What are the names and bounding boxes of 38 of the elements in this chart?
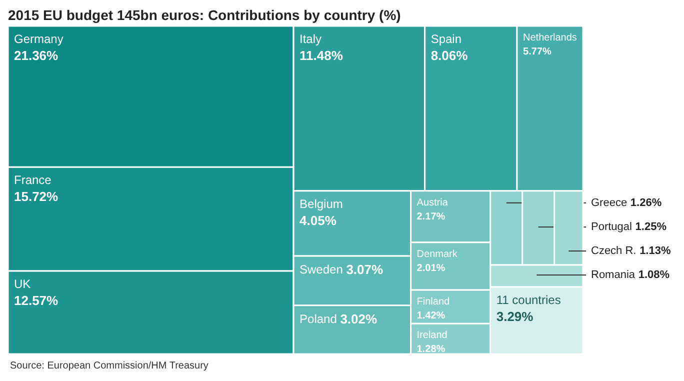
source-note: Source: European Commission/HM Treasury	[10, 360, 208, 372]
category-label: Spain	[430, 32, 462, 46]
data-label: 1.28%	[416, 344, 446, 356]
data-label: 3.02%	[340, 311, 378, 326]
data-label: 3.07%	[346, 262, 384, 278]
category-label: Greece	[591, 196, 628, 209]
category-label: Denmark	[416, 248, 458, 260]
data-label: 1.08%	[638, 269, 670, 281]
text: 2015 EU budget 145bn euros: Contributions by country (%)	[8, 7, 401, 23]
data-label: 1.26%	[630, 196, 662, 209]
category-label: Austria	[416, 197, 448, 208]
data-label: 3.29%	[496, 309, 534, 324]
category-label: 11 countries	[496, 293, 561, 308]
data-label: 1.13%	[640, 244, 671, 257]
category-label: UK	[14, 276, 31, 291]
category-label: France	[14, 173, 52, 188]
data-label: 4.05%	[300, 212, 337, 228]
category-label: Poland	[300, 312, 337, 326]
data-label: 21.36%	[14, 48, 59, 63]
data-label: 12.57%	[14, 292, 59, 308]
data-label: 5.77%	[523, 46, 552, 58]
data-label: 11.48%	[300, 48, 344, 63]
category-label: Romania	[591, 269, 636, 281]
data-label: 15.72%	[14, 189, 59, 204]
category-label: Italy	[300, 32, 322, 46]
category-label: Czech R.	[591, 244, 636, 257]
category-label: Belgium	[300, 196, 343, 211]
data-label: 1.25%	[635, 220, 667, 233]
category-label: Ireland	[416, 330, 448, 342]
data-label: 2.17%	[416, 211, 446, 222]
data-label: 2.01%	[416, 262, 446, 274]
category-label: Sweden	[300, 262, 343, 277]
category-label: Portugal	[591, 220, 632, 233]
data-label: 8.06%	[430, 48, 468, 63]
category-label: Germany	[14, 32, 64, 46]
category-label: Finland	[416, 296, 450, 308]
data-label: 1.42%	[416, 310, 446, 322]
category-label: Netherlands	[523, 32, 577, 44]
